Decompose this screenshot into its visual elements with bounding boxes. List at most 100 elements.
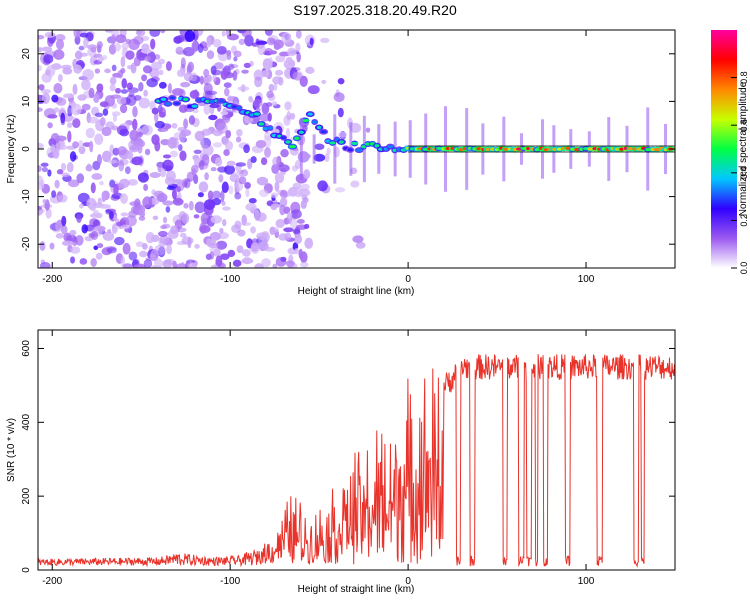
colorbar-tick-label: 0.4 <box>739 167 749 180</box>
noise-speck <box>264 131 273 141</box>
noise-speck <box>91 173 103 180</box>
ridge-core <box>267 126 274 130</box>
noise-speck <box>93 53 103 58</box>
noise-speck <box>294 159 301 169</box>
noise-speck <box>243 256 251 263</box>
noise-speck <box>303 153 311 159</box>
noise-speck <box>212 73 217 83</box>
noise-speck <box>189 90 200 99</box>
noise-speck <box>42 199 47 204</box>
noise-speck <box>299 75 308 87</box>
noise-speck <box>159 30 166 34</box>
noise-speck <box>277 76 284 86</box>
ridge-core <box>490 147 495 151</box>
ridge-core <box>183 97 189 101</box>
noise-speck <box>194 243 200 249</box>
noise-speck <box>98 226 105 234</box>
noise-speck <box>122 263 133 268</box>
spectrogram-ridge <box>154 94 675 154</box>
noise-speck <box>222 206 231 211</box>
y-tick-label: 20 <box>21 48 32 60</box>
noise-speck <box>233 171 245 177</box>
noise-speck <box>248 96 254 103</box>
ridge-core <box>160 97 167 101</box>
noise-speck <box>333 92 345 103</box>
noise-speck <box>215 255 223 267</box>
noise-speck <box>274 69 284 76</box>
ridge-core <box>615 147 620 151</box>
ridge-core <box>173 101 181 106</box>
noise-speck <box>171 188 177 200</box>
noise-speck <box>90 258 97 267</box>
noise-speck <box>171 122 178 129</box>
noise-speck <box>193 214 200 219</box>
noise-speck <box>120 89 128 94</box>
noise-speck <box>273 82 278 91</box>
noise-speck <box>156 192 168 203</box>
noise-speck <box>60 162 67 171</box>
noise-speck <box>172 198 184 206</box>
noise-speck <box>41 89 52 94</box>
noise-speck <box>214 157 223 167</box>
noise-speck <box>81 224 88 234</box>
noise-speck <box>284 232 292 241</box>
ridge-core <box>628 147 633 151</box>
spectrogram-y-label: Frequency (Hz) <box>6 115 17 184</box>
noise-speck <box>275 55 286 63</box>
noise-speck <box>99 180 104 186</box>
noise-speck <box>101 54 108 61</box>
noise-speck <box>61 215 67 227</box>
noise-speck <box>217 232 229 240</box>
noise-speck <box>180 81 191 88</box>
noise-speck <box>233 50 242 58</box>
noise-speck <box>200 212 211 225</box>
noise-speck <box>248 197 257 204</box>
ridge-core <box>570 147 576 151</box>
noise-speck <box>162 200 174 206</box>
noise-speck <box>70 103 82 116</box>
noise-speck <box>176 185 181 193</box>
x-tick-label: 0 <box>405 274 411 285</box>
noise-speck <box>285 260 295 268</box>
x-tick-label: 100 <box>578 576 595 587</box>
noise-speck <box>52 149 60 159</box>
noise-speck <box>126 94 137 106</box>
noise-speck <box>83 37 89 48</box>
noise-speck <box>40 162 49 167</box>
noise-speck <box>119 219 127 225</box>
noise-speck <box>224 140 234 151</box>
noise-speck <box>82 68 95 81</box>
noise-speck <box>132 118 138 131</box>
noise-speck <box>337 131 348 138</box>
noise-speck <box>56 169 64 175</box>
noise-speck <box>160 225 168 230</box>
noise-speck <box>234 192 242 200</box>
noise-speck <box>73 64 82 74</box>
ridge-core <box>355 148 363 152</box>
noise-speck <box>51 94 59 103</box>
noise-speck <box>238 176 247 185</box>
noise-speck <box>241 69 249 74</box>
noise-speck <box>337 107 344 118</box>
noise-speck <box>221 181 229 193</box>
noise-speck <box>266 90 274 99</box>
noise-speck <box>85 127 95 139</box>
ridge-core <box>387 145 394 149</box>
noise-speck <box>245 187 250 198</box>
noise-speck <box>112 72 122 78</box>
noise-speck <box>238 38 246 46</box>
noise-speck <box>227 33 239 41</box>
noise-speck <box>157 163 162 173</box>
noise-speck <box>125 50 135 60</box>
colorbar-tick-label: 0.2 <box>739 214 749 227</box>
ridge-core <box>650 147 656 152</box>
noise-speck <box>85 164 93 172</box>
noise-speck <box>295 42 301 53</box>
noise-speck <box>114 42 121 52</box>
ridge-core <box>298 130 304 134</box>
noise-speck <box>194 30 204 37</box>
colorbar-tick-label: 0.0 <box>739 262 749 275</box>
noise-speck <box>67 130 72 143</box>
colorbar: 0.0 0.2 0.4 0.6 0.8 Normalized spectral ampl… <box>711 30 749 274</box>
